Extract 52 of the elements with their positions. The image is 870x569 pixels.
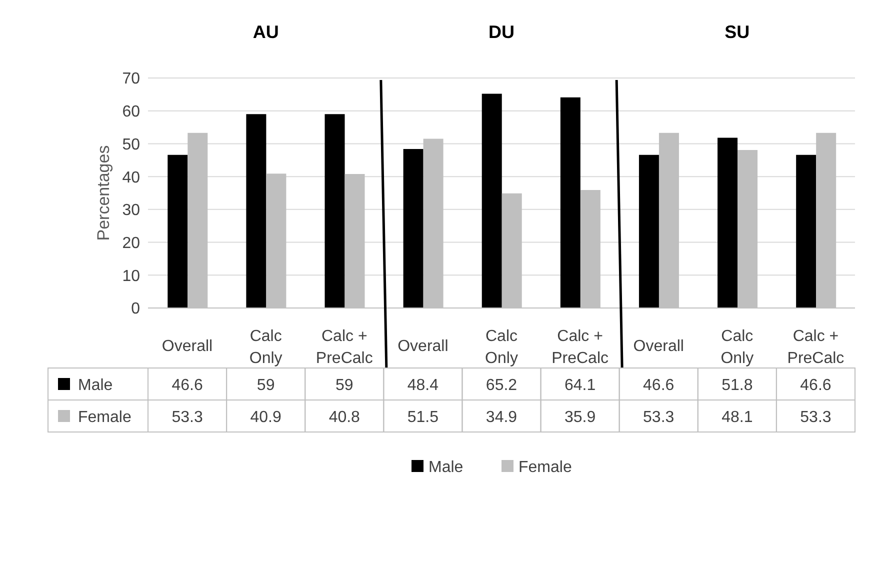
- data-label: 59: [256, 377, 275, 394]
- bar: [324, 114, 345, 308]
- text: Female: [518, 459, 572, 476]
- y-axis-title: Percentages: [94, 145, 114, 241]
- data-label: 51.5: [407, 409, 439, 426]
- x-tick-label: Overall: [398, 338, 448, 355]
- x-tick-label: Calc + PreCalc: [552, 328, 609, 367]
- data-label: 64.1: [564, 377, 596, 394]
- x-tick-label: Overall: [162, 338, 213, 355]
- data-label: 48.4: [407, 377, 439, 394]
- x-tick-label: Calc Only: [720, 328, 754, 367]
- data-label: 65.2: [486, 377, 518, 394]
- bar: [403, 148, 424, 308]
- legend-label: Female: [78, 409, 132, 426]
- data-label: 34.9: [486, 409, 518, 426]
- legend-label: Male: [78, 377, 113, 394]
- data-label: 59: [335, 377, 354, 394]
- data-label: 40.8: [328, 409, 360, 426]
- bar: [560, 97, 580, 308]
- bar: [718, 138, 738, 308]
- data-label: 48.1: [722, 409, 753, 426]
- bar: [168, 154, 188, 308]
- y-tick-label: 50: [122, 136, 140, 154]
- y-tick-label: 10: [122, 268, 140, 285]
- data-label: 40.9: [250, 409, 282, 426]
- data-label: 53.3: [172, 409, 203, 426]
- text: AU: [252, 22, 280, 43]
- bar: [638, 154, 659, 308]
- data-label: 46.6: [800, 377, 832, 394]
- data-label: 46.6: [172, 377, 203, 394]
- data-label: 53.3: [643, 409, 674, 426]
- y-tick-label: 0: [131, 300, 140, 318]
- text: Male: [428, 459, 464, 476]
- data-label: 46.6: [643, 377, 674, 394]
- y-tick-label: 40: [122, 169, 140, 186]
- y-tick-label: 30: [122, 202, 140, 220]
- x-tick-label: Calc Only: [485, 328, 518, 367]
- y-tick-label: 60: [122, 104, 140, 121]
- text: DU: [488, 22, 516, 43]
- data-label: 51.8: [722, 377, 753, 394]
- text: SU: [724, 22, 751, 43]
- x-tick-label: Overall: [633, 338, 684, 355]
- x-tick-label: Calc Only: [249, 328, 282, 367]
- data-label: 53.3: [800, 409, 832, 426]
- y-tick-label: 20: [122, 234, 140, 252]
- y-tick-label: 70: [122, 70, 140, 88]
- bar: [796, 154, 816, 308]
- bar: [246, 114, 266, 308]
- bar: [482, 94, 502, 308]
- x-tick-label: Calc + PreCalc: [787, 328, 844, 367]
- data-label: 35.9: [564, 409, 596, 426]
- x-tick-label: Calc + PreCalc: [316, 328, 373, 367]
